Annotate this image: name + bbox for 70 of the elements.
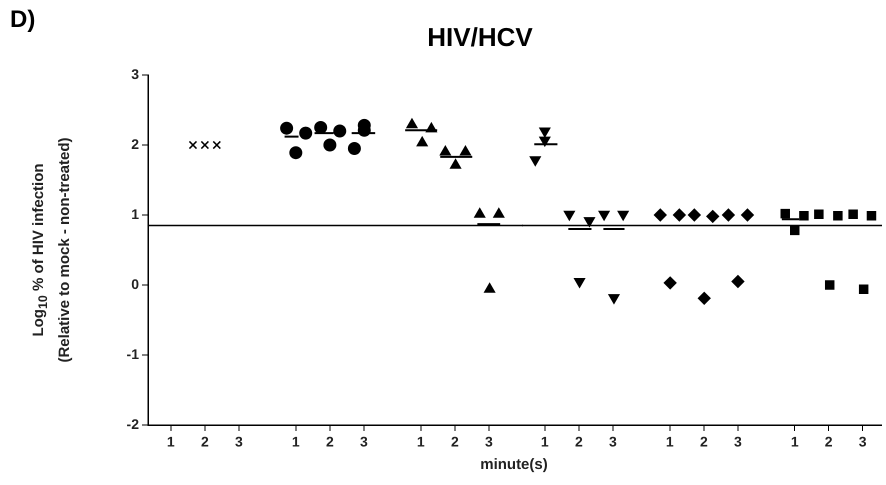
point (564, 210, 576, 221)
point (314, 121, 327, 134)
x-tick-label: 2 (824, 433, 833, 450)
point (483, 282, 495, 293)
point (598, 210, 610, 221)
x-tick-label: 3 (235, 433, 244, 450)
y-tick-label: -1 (126, 346, 140, 362)
point (406, 118, 418, 128)
point (790, 226, 800, 236)
point (824, 280, 834, 290)
x-tick-label: 1 (790, 433, 799, 450)
point (654, 208, 667, 222)
y-tick-label: 2 (131, 136, 140, 152)
point (280, 122, 293, 135)
point (416, 136, 428, 146)
x-tick-label: 3 (734, 433, 742, 450)
point (539, 128, 551, 138)
x-tick-label: 2 (575, 433, 584, 450)
point (298, 126, 312, 140)
x-tick-label: 3 (484, 433, 493, 450)
x-tick-label: 3 (609, 433, 618, 450)
point (608, 294, 620, 304)
x-tick-label: 2 (450, 433, 459, 450)
point (574, 278, 586, 288)
x-tick-label: 2 (326, 433, 334, 450)
point (584, 217, 596, 228)
point (741, 208, 754, 222)
x-tick-label: 3 (360, 433, 368, 450)
point (348, 142, 361, 155)
y-tick-label: 1 (131, 206, 140, 222)
y-tick-label: 3 (131, 66, 140, 82)
point (474, 208, 485, 218)
point (425, 122, 437, 132)
point (833, 210, 842, 220)
point (459, 146, 471, 156)
y-tick-label: 0 (131, 276, 140, 292)
x-tick-label: 3 (858, 433, 867, 450)
point (780, 208, 790, 218)
point (732, 275, 745, 288)
point (539, 136, 551, 147)
point (492, 208, 504, 218)
point (858, 284, 868, 294)
point (672, 208, 686, 222)
x-axis-title: minute(s) (480, 456, 548, 473)
point (848, 210, 858, 220)
point (333, 124, 346, 138)
point (722, 208, 736, 222)
point (706, 210, 720, 223)
y-tick-label: -2 (126, 416, 140, 432)
point (866, 210, 876, 220)
x-tick-label: 1 (541, 433, 550, 450)
point (439, 146, 451, 156)
point (449, 158, 461, 169)
point (289, 146, 302, 160)
chart-title: HIV/HCV (427, 22, 533, 53)
point (530, 156, 542, 166)
x-tick-label: 1 (292, 433, 300, 450)
text: D) (10, 6, 36, 34)
x-tick-label: 1 (416, 433, 424, 450)
point (814, 210, 824, 220)
x-tick-label: 2 (200, 433, 209, 450)
point (799, 210, 809, 220)
point (698, 292, 711, 305)
x-tick-label: 1 (666, 433, 674, 450)
x-tick-label: 1 (166, 433, 175, 450)
point (618, 210, 630, 221)
x-tick-label: 2 (700, 433, 708, 450)
point (664, 276, 677, 290)
point (688, 208, 701, 222)
point (323, 138, 336, 152)
